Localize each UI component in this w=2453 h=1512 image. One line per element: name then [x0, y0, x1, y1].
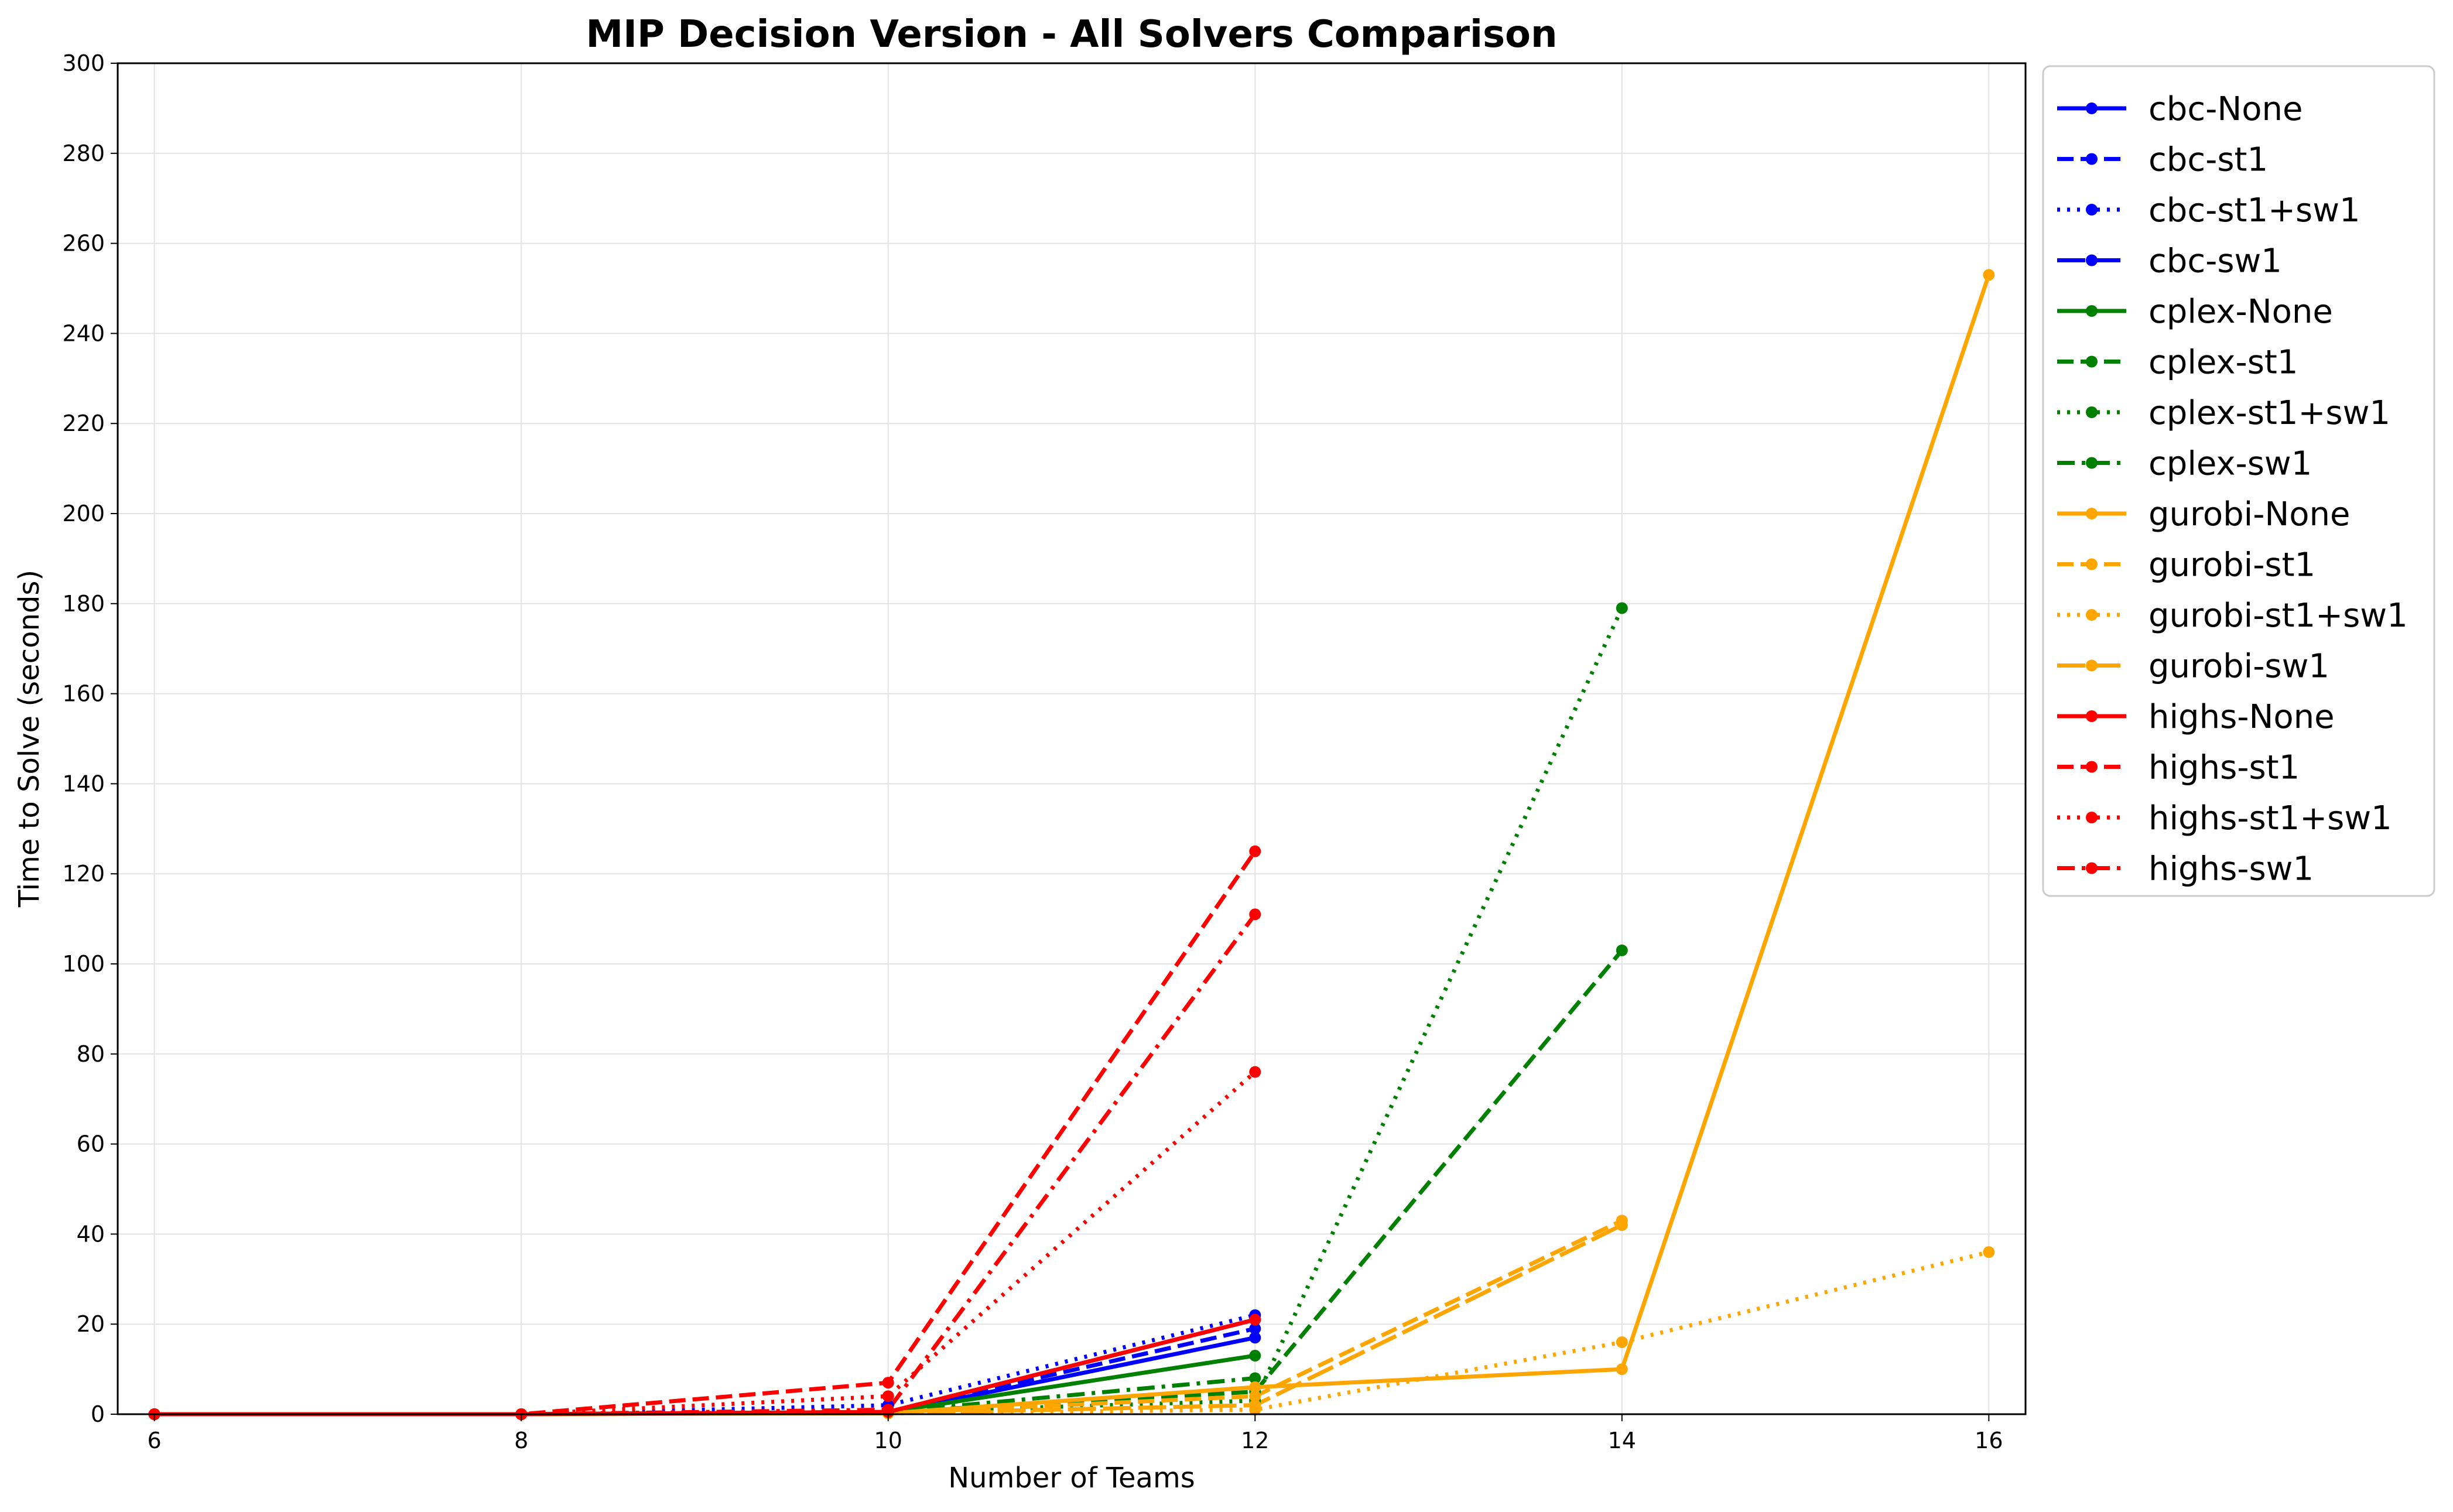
legend-marker-highs-st1: [2086, 761, 2098, 773]
plot-frame: [117, 62, 2027, 1415]
y-tick-label: 0: [91, 1401, 105, 1427]
legend-marker-cplex-None: [2086, 305, 2098, 317]
y-tick-label: 260: [62, 231, 105, 256]
legend-label: cplex-sw1: [2148, 445, 2312, 483]
data-point-highs-sw1: [1249, 908, 1261, 921]
y-tick-label: 60: [77, 1131, 105, 1157]
legend-marker-gurobi-st1+sw1: [2086, 609, 2098, 621]
y-tick-label: 300: [62, 50, 105, 76]
y-tick-label: 240: [62, 320, 105, 346]
legend-label: gurobi-sw1: [2148, 648, 2329, 686]
data-point-gurobi-None: [1616, 1363, 1628, 1376]
y-tick-label: 200: [62, 501, 105, 526]
legend-marker-highs-None: [2086, 710, 2098, 722]
data-point-highs-None: [1249, 1313, 1261, 1326]
legend-label: cbc-sw1: [2148, 242, 2282, 280]
data-point-cplex-st1+sw1: [1616, 602, 1628, 614]
legend-marker-cplex-st1: [2086, 355, 2098, 368]
legend-marker-cplex-sw1: [2086, 457, 2098, 469]
legend-box: [2042, 65, 2435, 897]
data-point-highs-sw1: [882, 1404, 894, 1416]
x-tick-label: 16: [1975, 1428, 2003, 1453]
data-point-gurobi-st1+sw1: [1983, 1246, 1995, 1258]
y-tick-label: 100: [62, 951, 105, 977]
y-tick-label: 40: [77, 1221, 105, 1247]
legend-marker-highs-sw1: [2086, 862, 2098, 874]
data-point-highs-st1+sw1: [1249, 1066, 1261, 1078]
data-point-gurobi-None: [1983, 269, 1995, 281]
data-point-cbc-st1: [1249, 1322, 1261, 1335]
data-point-gurobi-None: [1249, 1381, 1261, 1393]
legend-label: cplex-None: [2148, 293, 2333, 331]
data-point-cplex-None: [1249, 1350, 1261, 1362]
y-axis-label: Time to Solve (seconds): [13, 570, 46, 908]
legend-marker-gurobi-sw1: [2086, 659, 2098, 672]
legend-label: gurobi-st1+sw1: [2148, 597, 2408, 635]
x-tick-label: 14: [1608, 1428, 1636, 1453]
y-axis-ticks: 0 20 40 60 80 100 120 140 160 180 200 220 240 260 280 3…: [62, 50, 118, 1427]
series-line-gurobi-st1+sw1: [154, 1250, 1990, 1417]
data-point-gurobi-st1+sw1: [1616, 1336, 1628, 1348]
legend-label: highs-st1+sw1: [2148, 799, 2392, 837]
chart-title: MIP Decision Version - All Solvers Compa…: [586, 13, 1557, 56]
series-line-cbc-st1+sw1: [154, 1313, 1256, 1417]
legend-marker-gurobi-st1: [2086, 558, 2098, 570]
legend-marker-cbc-st1+sw1: [2086, 204, 2098, 215]
data-point-cplex-sw1: [1249, 1372, 1261, 1384]
data-point-gurobi-st1: [1249, 1390, 1261, 1402]
legend-label: cplex-st1+sw1: [2148, 394, 2390, 432]
legend-label: gurobi-st1: [2148, 546, 2315, 584]
series-line-highs-st1: [154, 850, 1257, 1417]
y-tick-label: 140: [62, 771, 105, 796]
x-tick-label: 12: [1241, 1428, 1269, 1453]
y-tick-label: 120: [62, 861, 105, 887]
x-axis-label: Number of Teams: [948, 1462, 1195, 1494]
y-tick-label: 80: [77, 1041, 105, 1067]
legend-marker-cbc-sw1: [2086, 254, 2098, 266]
x-tick-label: 8: [514, 1428, 528, 1453]
legend: cbc-None cbc-st1 cbc-st1+sw1 cbc-sw1 cplex-N…: [2042, 65, 2435, 897]
y-tick-label: 280: [62, 141, 105, 166]
x-tick-label: 6: [148, 1428, 162, 1453]
legend-label: highs-None: [2148, 698, 2335, 736]
legend-marker-cbc-st1: [2086, 153, 2098, 165]
data-point-cbc-None: [1249, 1332, 1261, 1344]
legend-label: highs-st1: [2148, 749, 2300, 787]
data-point-highs-st1: [1249, 845, 1261, 857]
data-point-gurobi-sw1: [1616, 1219, 1628, 1232]
legend-marker-cbc-None: [2086, 102, 2098, 114]
legend-label: highs-sw1: [2148, 850, 2314, 888]
legend-marker-highs-st1+sw1: [2086, 812, 2098, 823]
y-tick-label: 160: [62, 681, 105, 707]
legend-label: cbc-None: [2148, 90, 2303, 128]
legend-label: gurobi-None: [2148, 495, 2351, 533]
legend-label: cbc-st1: [2148, 141, 2268, 179]
x-axis-ticks: 6 8 10 12 14 16: [148, 1414, 2003, 1453]
legend-marker-gurobi-None: [2086, 508, 2098, 519]
legend-label: cplex-st1: [2148, 344, 2298, 382]
y-tick-label: 180: [62, 591, 105, 617]
data-point-highs-st1+sw1: [882, 1390, 894, 1402]
legend-label: cbc-st1+sw1: [2148, 191, 2360, 230]
y-tick-label: 20: [77, 1311, 105, 1337]
y-tick-label: 220: [62, 411, 105, 436]
data-point-cplex-st1: [1616, 944, 1628, 956]
data-point-highs-st1: [882, 1377, 894, 1389]
series-line-gurobi-sw1: [154, 1223, 1623, 1417]
legend-marker-cplex-st1+sw1: [2086, 406, 2098, 418]
data-point-gurobi-sw1: [1249, 1399, 1261, 1411]
x-tick-label: 10: [874, 1428, 902, 1453]
